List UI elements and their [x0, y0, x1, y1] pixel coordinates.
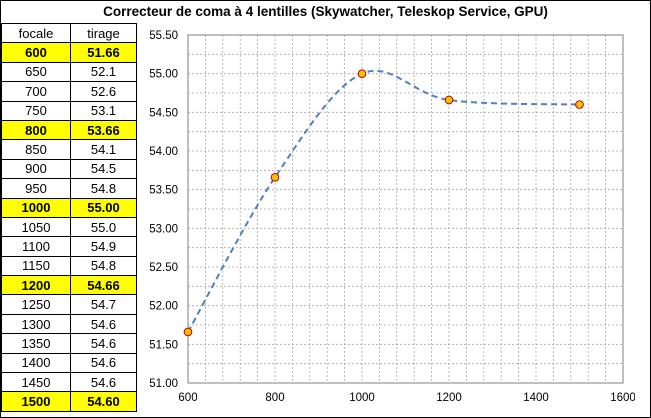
table-row: 1350 54.6 [1, 333, 137, 354]
table-row: 750 53.1 [1, 100, 137, 121]
y-tick-label: 55.00 [149, 69, 178, 81]
x-tick-label: 1200 [436, 392, 462, 404]
data-point [357, 69, 367, 78]
table-row: 900 54.5 [1, 158, 137, 180]
focale-cell: 1200 [1, 275, 71, 296]
table-row: 1200 54.66 [1, 275, 137, 296]
series-line [187, 69, 580, 333]
y-tick-label: 54.00 [149, 146, 178, 158]
focale-cell: 1400 [1, 352, 71, 374]
table-row: 1100 54.9 [1, 236, 137, 257]
focale-cell: 850 [1, 139, 71, 160]
table-row: 1250 54.7 [1, 294, 137, 315]
focale-cell: 650 [1, 61, 71, 83]
tirage-cell: 52.1 [70, 61, 137, 83]
tirage-cell: 55.00 [70, 197, 137, 218]
focale-cell: 1100 [1, 236, 71, 257]
tirage-cell: 52.6 [70, 81, 137, 102]
table-body: 600 51.66 650 52.1 700 52.6 750 53.1 800 53.66 850… [1, 42, 137, 412]
table-row: 1050 55.0 [1, 216, 137, 238]
tirage-cell: 54.1 [70, 139, 137, 160]
tirage-cell: 54.7 [70, 294, 137, 315]
x-tick-label: 1400 [523, 392, 549, 404]
focale-cell: 950 [1, 178, 71, 199]
tirage-cell: 54.5 [70, 158, 137, 180]
tirage-cell: 54.6 [70, 333, 137, 354]
y-tick-label: 52.00 [149, 301, 178, 313]
x-tick-label: 800 [265, 392, 284, 404]
data-point [575, 100, 584, 109]
tirage-cell: 54.6 [70, 313, 137, 335]
tirage-cell: 54.66 [70, 275, 137, 296]
tirage-cell: 54.6 [70, 352, 137, 374]
table-row: 850 54.1 [1, 139, 137, 160]
table-row: 1000 55.00 [1, 197, 137, 218]
table-row: 950 54.8 [1, 178, 137, 199]
y-tick-label: 51.50 [149, 339, 178, 351]
header-focale: focale [1, 22, 71, 44]
focale-cell: 800 [1, 119, 71, 141]
table-row: 1450 54.6 [1, 372, 137, 393]
tirage-cell: 51.66 [70, 42, 137, 63]
focale-cell: 700 [1, 81, 71, 102]
focale-cell: 1050 [1, 216, 71, 238]
focale-cell: 1150 [1, 255, 71, 277]
tirage-cell: 54.9 [70, 236, 137, 257]
table-row: 1300 54.6 [1, 313, 137, 335]
table-row: 800 53.66 [1, 119, 137, 141]
plot-area-border [187, 34, 624, 384]
x-tick-label: 1000 [349, 392, 375, 404]
table-header-row: focale tirage [1, 22, 137, 44]
focale-cell: 1500 [1, 391, 71, 412]
line-chart: 51.00 51.50 52.00 52.50 53.00 53.50 54.00 54.50… [149, 30, 635, 404]
table-row: 700 52.6 [1, 81, 137, 102]
tirage-cell: 53.1 [70, 100, 137, 121]
y-tick-label: 51.00 [149, 378, 178, 390]
focale-cell: 1250 [1, 294, 71, 315]
y-tick-label: 55.50 [149, 30, 178, 42]
focale-cell: 1450 [1, 372, 71, 393]
tirage-cell: 53.66 [70, 119, 137, 141]
chart-title: Correcteur de coma à 4 lentilles (Skywat… [103, 4, 548, 19]
focale-cell: 1000 [1, 197, 71, 218]
x-tick-label: 1600 [610, 392, 635, 404]
header-tirage: tirage [70, 22, 137, 44]
focale-cell: 900 [1, 158, 71, 180]
y-tick-label: 53.00 [149, 223, 178, 235]
horizontal-gridlines [188, 34, 623, 384]
table-row: 600 51.66 [1, 42, 137, 63]
x-axis-tick-labels: 600 800 1000 1200 1400 1600 [178, 392, 635, 404]
table-row: 1400 54.6 [1, 352, 137, 374]
y-tick-label: 54.50 [149, 107, 178, 119]
focale-cell: 1300 [1, 313, 71, 335]
tirage-cell: 55.0 [70, 216, 137, 238]
y-axis-tick-labels: 51.00 51.50 52.00 52.50 53.00 53.50 54.00 54.50… [149, 30, 178, 390]
table-row: 650 52.1 [1, 61, 137, 83]
tirage-cell: 54.60 [70, 391, 137, 412]
data-table: focale tirage 600 51.66 650 52.1 700 52.6 750 5… [1, 22, 137, 412]
y-tick-label: 52.50 [149, 262, 178, 274]
focale-cell: 1350 [1, 333, 71, 354]
tirage-cell: 54.6 [70, 372, 137, 393]
tirage-cell: 54.8 [70, 255, 137, 277]
focale-cell: 600 [1, 42, 71, 63]
table-row: 1500 54.60 [1, 391, 137, 412]
series-markers [183, 69, 584, 337]
y-tick-label: 53.50 [149, 185, 178, 197]
data-point [183, 327, 193, 337]
data-point [444, 95, 454, 105]
x-tick-label: 600 [178, 392, 197, 404]
data-point [270, 172, 280, 182]
focale-cell: 750 [1, 100, 71, 121]
table-row: 1150 54.8 [1, 255, 137, 277]
tirage-cell: 54.8 [70, 178, 137, 199]
